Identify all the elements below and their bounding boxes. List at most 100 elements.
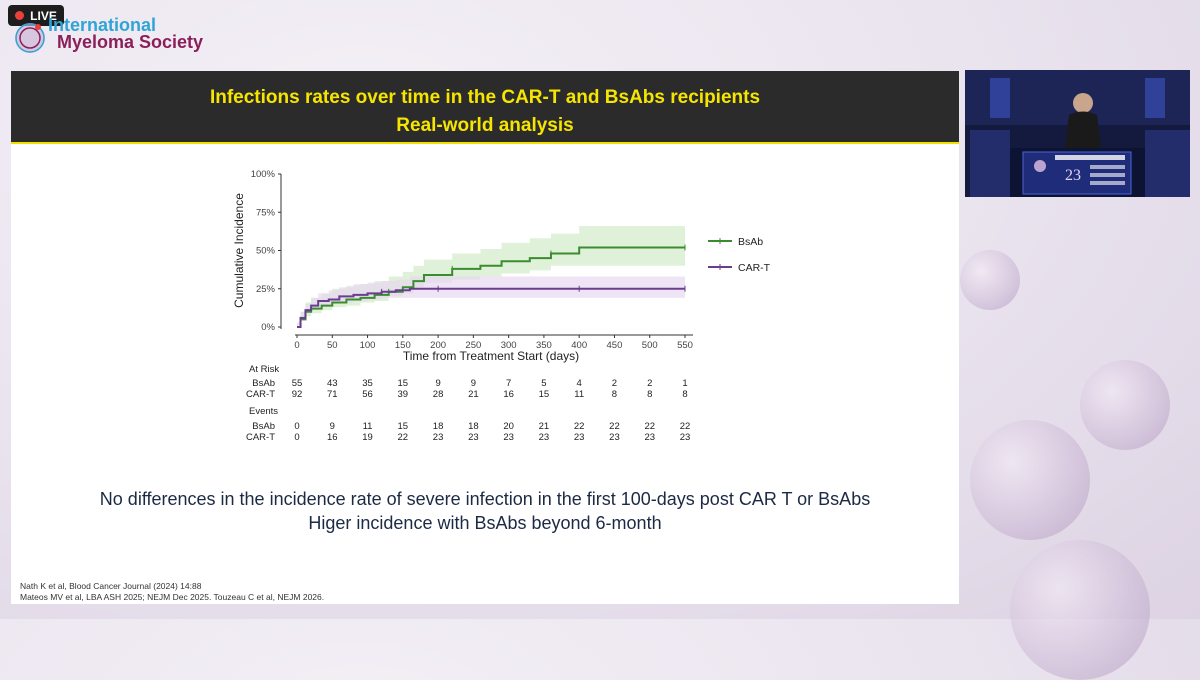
live-label: LIVE (30, 8, 57, 23)
events-value: 23 (503, 432, 514, 443)
y-tick-label: 75% (256, 207, 276, 218)
at-risk-value: 2 (647, 378, 652, 389)
events-row-label: BsAb (252, 421, 275, 432)
society-logo: International Myeloma Society (10, 14, 240, 54)
events-value: 22 (398, 432, 409, 443)
at-risk-value: 15 (398, 378, 409, 389)
presentation-slide: Infections rates over time in the CAR-T … (11, 71, 959, 604)
at-risk-value: 92 (292, 389, 303, 400)
x-axis-title: Time from Treatment Start (days) (403, 349, 579, 363)
events-value: 23 (468, 432, 479, 443)
header-divider (11, 142, 959, 144)
at-risk-value: 2 (612, 378, 617, 389)
live-dot-icon (15, 11, 25, 20)
events-value: 19 (362, 432, 373, 443)
confidence-band-bsab (297, 226, 685, 327)
cumulative-incidence-chart: 0%25%50%75%100%0 50 100 150 200 250 300 350 400 4… (232, 169, 771, 443)
at-risk-value: 7 (506, 378, 511, 389)
x-tick-label: 450 (607, 340, 623, 351)
x-tick-label: 250 (465, 340, 481, 351)
background-bubble (1010, 540, 1150, 680)
events-value: 23 (574, 432, 585, 443)
at-risk-value: 28 (433, 389, 444, 400)
at-risk-value: 9 (435, 378, 440, 389)
events-value: 15 (398, 421, 409, 432)
live-badge: LIVE (8, 5, 64, 26)
events-value: 23 (644, 432, 655, 443)
background-bubble (960, 250, 1020, 310)
at-risk-value: 11 (574, 389, 584, 400)
speaker-video[interactable]: 23 (965, 70, 1190, 197)
at-risk-row-label: BsAb (252, 378, 275, 389)
events-value: 11 (363, 421, 373, 432)
events-value: 22 (609, 421, 620, 432)
events-value: 23 (680, 432, 691, 443)
events-value: 23 (433, 432, 444, 443)
at-risk-value: 43 (327, 378, 338, 389)
at-risk-value: 8 (682, 389, 687, 400)
events-row-label: CAR-T (246, 432, 275, 443)
at-risk-value: 39 (398, 389, 409, 400)
speaker-video-frame: 23 (965, 70, 1190, 197)
events-value: 22 (644, 421, 655, 432)
at-risk-value: 8 (612, 389, 617, 400)
at-risk-value: 15 (539, 389, 550, 400)
at-risk-value: 4 (577, 378, 582, 389)
x-tick-label: 200 (430, 340, 446, 351)
reference-1: Nath K et al, Blood Cancer Journal (2024… (20, 581, 202, 591)
x-tick-label: 100 (360, 340, 376, 351)
events-value: 21 (539, 421, 550, 432)
slide-title: Infections rates over time in the CAR-T … (209, 87, 761, 108)
events-value: 0 (294, 432, 299, 443)
at-risk-value: 56 (362, 389, 373, 400)
at-risk-value: 5 (541, 378, 546, 389)
events-value: 18 (468, 421, 479, 432)
y-axis-title: Cumulative Incidence (232, 193, 246, 308)
events-value: 9 (330, 421, 335, 432)
x-tick-label: 300 (501, 340, 517, 351)
svg-text:23: 23 (1065, 167, 1081, 184)
x-tick-label: 400 (571, 340, 587, 351)
events-value: 0 (294, 421, 299, 432)
slide-header: Infections rates over time in the CAR-T … (11, 71, 959, 143)
background-bubble (970, 420, 1090, 540)
events-title: Events (249, 406, 278, 417)
society-logo-icon (15, 23, 45, 53)
legend-label-car-t: CAR-T (738, 262, 771, 274)
background-bubble (1080, 360, 1170, 450)
at-risk-value: 9 (471, 378, 476, 389)
at-risk-row-label: CAR-T (246, 389, 275, 400)
x-tick-label: 0 (294, 340, 299, 351)
x-tick-label: 150 (395, 340, 411, 351)
at-risk-value: 71 (327, 389, 338, 400)
events-value: 20 (503, 421, 514, 432)
x-tick-label: 550 (677, 340, 693, 351)
conclusion-line-2: Higer incidence with BsAbs beyond 6-mont… (308, 513, 662, 533)
events-value: 23 (609, 432, 620, 443)
at-risk-value: 8 (647, 389, 652, 400)
x-tick-label: 500 (642, 340, 658, 351)
at-risk-value: 1 (682, 378, 687, 389)
events-value: 16 (327, 432, 338, 443)
conclusion-line-1: No differences in the incidence rate of … (99, 489, 871, 509)
events-value: 22 (680, 421, 691, 432)
at-risk-value: 55 (292, 378, 303, 389)
at-risk-value: 35 (362, 378, 373, 389)
at-risk-title: At Risk (249, 364, 279, 375)
x-tick-label: 350 (536, 340, 552, 351)
logo-line-2: Myeloma Society (57, 32, 204, 52)
events-value: 23 (539, 432, 550, 443)
slide-subtitle: Real-world analysis (396, 115, 574, 136)
at-risk-value: 21 (468, 389, 479, 400)
y-tick-label: 100% (251, 169, 276, 180)
y-tick-label: 50% (256, 246, 276, 257)
at-risk-value: 16 (503, 389, 514, 400)
events-value: 18 (433, 421, 444, 432)
x-tick-label: 50 (327, 340, 338, 351)
logo-line-1: International (48, 15, 157, 35)
legend-label-bsab: BsAb (738, 236, 763, 248)
events-value: 22 (574, 421, 585, 432)
reference-2: Mateos MV et al, LBA ASH 2025; NEJM Dec … (20, 592, 325, 602)
y-tick-label: 25% (256, 284, 276, 295)
series-line-car-t (297, 287, 685, 328)
